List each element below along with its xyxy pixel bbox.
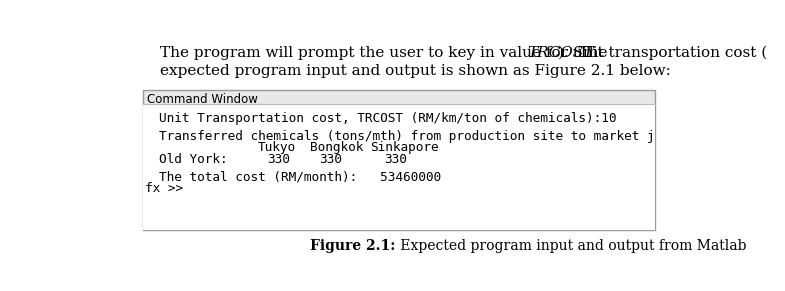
Text: expected program input and output is shown as Figure 2.1 below:: expected program input and output is sho… <box>160 64 671 78</box>
Text: Figure 2.1:: Figure 2.1: <box>309 239 395 253</box>
Text: The program will prompt the user to key in value for unit transportation cost (: The program will prompt the user to key … <box>160 46 768 60</box>
Text: Unit Transportation cost, TRCOST (RM/km/ton of chemicals):10: Unit Transportation cost, TRCOST (RM/km/… <box>159 112 616 125</box>
Text: 330: 330 <box>319 153 342 166</box>
Bar <box>143 104 655 230</box>
Text: Expected program input and output from Matlab: Expected program input and output from M… <box>396 239 747 253</box>
Text: Bongkok: Bongkok <box>310 141 363 154</box>
Text: fx >>: fx >> <box>144 182 183 195</box>
Text: Sinkapore: Sinkapore <box>371 141 439 154</box>
Text: TRCOST: TRCOST <box>528 46 593 60</box>
Text: Transferred chemicals (tons/mth) from production site to market j: Transferred chemicals (tons/mth) from pr… <box>159 129 654 143</box>
Text: Old York:: Old York: <box>159 153 227 166</box>
Text: 330: 330 <box>384 153 407 166</box>
Text: 330: 330 <box>267 153 290 166</box>
Text: ).  The: ). The <box>558 46 608 60</box>
Text: Command Window: Command Window <box>147 93 257 106</box>
Text: The total cost (RM/month):   53460000: The total cost (RM/month): 53460000 <box>159 171 440 183</box>
Text: Tukyo: Tukyo <box>257 141 296 154</box>
Bar <box>143 91 655 230</box>
